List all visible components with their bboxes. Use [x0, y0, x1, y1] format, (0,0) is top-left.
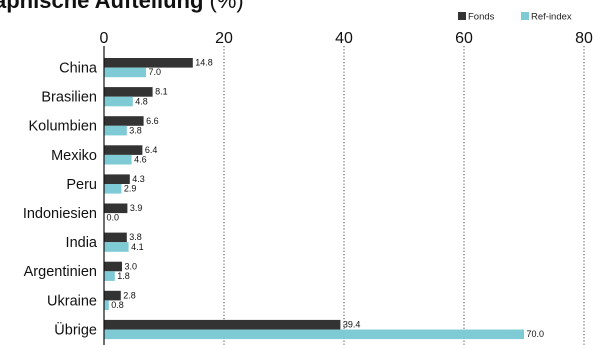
- category-label-argentinien: Argentinien: [24, 264, 97, 280]
- x-tick-label-20: 20: [215, 30, 233, 47]
- data-label-fonds-kolumbien: 6.6: [146, 116, 159, 126]
- bar-fonds-indoniesien: [104, 203, 128, 214]
- category-labels: China Brasilien Kolumbien Mexiko Peru Indonie…: [23, 61, 98, 339]
- bar-ref-index-kolumbien: [104, 125, 127, 136]
- legend-label-ref-index: Ref-index: [531, 12, 572, 23]
- data-label-fonds-india: 3.8: [129, 232, 142, 242]
- data-label-fonds-ukraine: 2.8: [123, 290, 136, 300]
- bar-ref-index-brasilien: [104, 96, 133, 107]
- bars: [104, 58, 524, 340]
- bar-fonds-india: [104, 232, 127, 243]
- data-label-ref-index-kolumbien: 3.8: [129, 125, 142, 135]
- bar-ref-index-india: [104, 242, 129, 252]
- x-tick-labels: 0 20 40 60 80: [100, 30, 593, 47]
- data-label-ref-index-mexiko: 4.6: [134, 155, 147, 165]
- bar-ref-index-ukraine: [104, 300, 109, 310]
- category-label-china: China: [59, 61, 98, 77]
- bar-fonds-brige: [104, 319, 341, 330]
- data-label-fonds-china: 14.8: [195, 58, 213, 68]
- category-label-peru: Peru: [66, 177, 97, 193]
- category-label-ukraine: Ukraine: [47, 293, 97, 309]
- bar-fonds-ukraine: [104, 290, 121, 301]
- data-label-fonds-brasilien: 8.1: [155, 87, 168, 97]
- bar-fonds-argentinien: [104, 261, 122, 272]
- category-label-kolumbien: Kolumbien: [28, 119, 97, 135]
- legend: Fonds Ref-index: [458, 12, 572, 23]
- data-label-fonds-argentinien: 3.0: [125, 261, 138, 271]
- data-label-ref-index-brige: 70.0: [527, 329, 545, 339]
- data-label-ref-index-peru: 2.9: [124, 184, 137, 194]
- category-label-brasilien: Brasilien: [41, 90, 97, 106]
- category-label-mexiko: Mexiko: [51, 148, 97, 164]
- category-label-brige: Übrige: [54, 320, 97, 338]
- data-label-ref-index-ukraine: 0.8: [111, 300, 124, 310]
- category-label-india: India: [66, 235, 98, 251]
- gridlines: [223, 46, 585, 345]
- x-tick-label-80: 80: [575, 30, 593, 47]
- data-label-ref-index-indoniesien: 0.0: [107, 213, 120, 223]
- bar-ref-index-china: [104, 67, 146, 78]
- bar-ref-index-argentinien: [104, 271, 115, 281]
- bar-fonds-china: [104, 58, 193, 68]
- bar-fonds-peru: [104, 174, 130, 184]
- bar-fonds-mexiko: [104, 145, 143, 155]
- bar-fonds-kolumbien: [104, 116, 144, 126]
- data-label-ref-index-brasilien: 4.8: [135, 96, 148, 106]
- data-label-fonds-brige: 39.4: [343, 320, 361, 330]
- data-label-fonds-peru: 4.3: [132, 174, 145, 184]
- bar-ref-index-mexiko: [104, 154, 132, 165]
- x-tick-label-60: 60: [455, 30, 473, 47]
- legend-swatch-ref-index: [521, 12, 529, 20]
- data-label-fonds-mexiko: 6.4: [145, 145, 158, 155]
- bar-fonds-brasilien: [104, 87, 153, 97]
- data-label-ref-index-china: 7.0: [149, 67, 162, 77]
- chart-title: aphische Aufteilung (%): [0, 0, 244, 13]
- data-label-ref-index-india: 4.1: [131, 242, 144, 252]
- x-tick-label-0: 0: [100, 30, 109, 47]
- category-label-indoniesien: Indoniesien: [23, 206, 97, 222]
- x-tick-label-40: 40: [335, 30, 353, 47]
- data-label-fonds-indoniesien: 3.9: [130, 203, 143, 213]
- bar-ref-index-brige: [104, 329, 524, 340]
- bar-ref-index-peru: [104, 184, 122, 194]
- data-labels: 14.87.08.14.86.63.86.44.64.32.93.90.03.8…: [107, 58, 545, 340]
- data-label-ref-index-argentinien: 1.8: [117, 271, 130, 281]
- legend-label-fonds: Fonds: [468, 12, 495, 23]
- legend-swatch-fonds: [458, 12, 466, 20]
